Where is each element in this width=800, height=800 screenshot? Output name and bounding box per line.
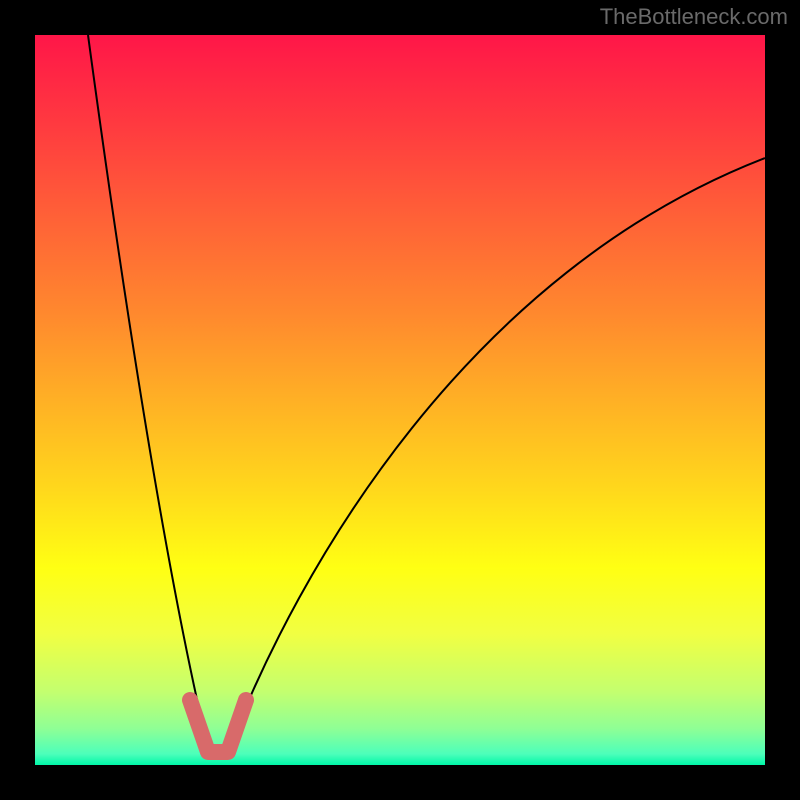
gradient-background <box>35 35 765 765</box>
bottleneck-chart <box>0 0 800 800</box>
watermark-text: TheBottleneck.com <box>600 4 788 30</box>
chart-container: TheBottleneck.com <box>0 0 800 800</box>
